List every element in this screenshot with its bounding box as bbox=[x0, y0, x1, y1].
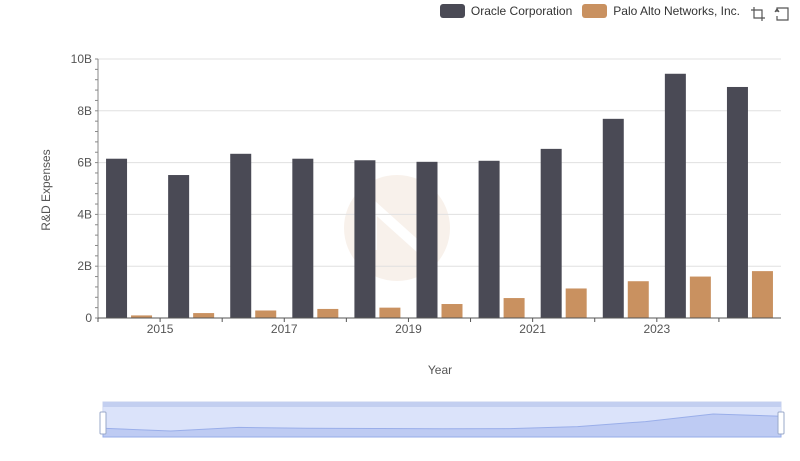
bar-oracle-2023[interactable] bbox=[664, 73, 686, 318]
bar-paloalto-2014[interactable] bbox=[131, 315, 153, 318]
y-axis-title: R&D Expenses bbox=[39, 149, 53, 230]
bar-oracle-2015[interactable] bbox=[168, 175, 190, 318]
bar-paloalto-2021[interactable] bbox=[565, 288, 587, 318]
restore-icon[interactable] bbox=[774, 6, 790, 22]
slider-handle-right[interactable] bbox=[777, 411, 785, 435]
bar-paloalto-2019[interactable] bbox=[441, 304, 463, 318]
legend-swatch-oracle bbox=[439, 4, 465, 18]
x-tick-label: 2023 bbox=[643, 322, 670, 336]
zoom-icon[interactable] bbox=[750, 6, 766, 22]
bar-oracle-2022[interactable] bbox=[602, 118, 624, 318]
y-tick-label: 10B bbox=[71, 52, 92, 66]
legend-label-paloalto: Palo Alto Networks, Inc. bbox=[613, 4, 740, 18]
toolbox bbox=[750, 6, 790, 22]
x-tick-label: 2017 bbox=[271, 322, 298, 336]
bar-paloalto-2018[interactable] bbox=[379, 307, 401, 318]
legend-swatch-paloalto bbox=[582, 4, 608, 18]
y-tick-label: 0 bbox=[85, 311, 92, 325]
y-tick-label: 2B bbox=[77, 259, 92, 273]
bar-paloalto-2016[interactable] bbox=[255, 310, 277, 318]
slider-sparkline bbox=[102, 413, 782, 438]
y-axis: 0 2B 4B 6B 8B 10B bbox=[71, 52, 99, 325]
bar-oracle-2018[interactable] bbox=[354, 160, 376, 318]
y-tick-label: 6B bbox=[77, 156, 92, 170]
y-tick-label: 8B bbox=[77, 104, 92, 118]
legend: Oracle Corporation Palo Alto Networks, I… bbox=[439, 4, 740, 18]
bars bbox=[106, 73, 773, 318]
data-zoom-slider[interactable] bbox=[99, 401, 785, 438]
legend-item-oracle[interactable]: Oracle Corporation bbox=[439, 4, 573, 18]
x-axis: 2015 2017 2019 2021 2023 bbox=[97, 317, 781, 336]
y-tick-label: 4B bbox=[77, 207, 92, 221]
slider-top-handle[interactable] bbox=[103, 402, 781, 407]
bar-paloalto-2022[interactable] bbox=[627, 281, 649, 318]
legend-item-paloalto[interactable]: Palo Alto Networks, Inc. bbox=[582, 4, 740, 18]
bar-oracle-2016[interactable] bbox=[230, 153, 252, 318]
bar-paloalto-2023[interactable] bbox=[689, 276, 711, 318]
bar-oracle-2020[interactable] bbox=[478, 160, 500, 318]
x-axis-title: Year bbox=[428, 363, 452, 377]
bar-oracle-2014[interactable] bbox=[106, 158, 128, 318]
bar-oracle-2019[interactable] bbox=[416, 161, 438, 318]
x-tick-label: 2021 bbox=[519, 322, 546, 336]
bar-paloalto-2024[interactable] bbox=[751, 271, 773, 318]
legend-label-oracle: Oracle Corporation bbox=[470, 4, 573, 18]
bar-paloalto-2017[interactable] bbox=[317, 308, 339, 318]
slider-handle-left[interactable] bbox=[99, 411, 107, 435]
bar-oracle-2021[interactable] bbox=[540, 148, 562, 318]
bar-oracle-2017[interactable] bbox=[292, 158, 314, 318]
x-tick-label: 2019 bbox=[395, 322, 422, 336]
bar-paloalto-2015[interactable] bbox=[193, 313, 215, 318]
bar-paloalto-2020[interactable] bbox=[503, 298, 525, 318]
x-tick-label: 2015 bbox=[147, 322, 174, 336]
bar-oracle-2024[interactable] bbox=[726, 86, 748, 318]
